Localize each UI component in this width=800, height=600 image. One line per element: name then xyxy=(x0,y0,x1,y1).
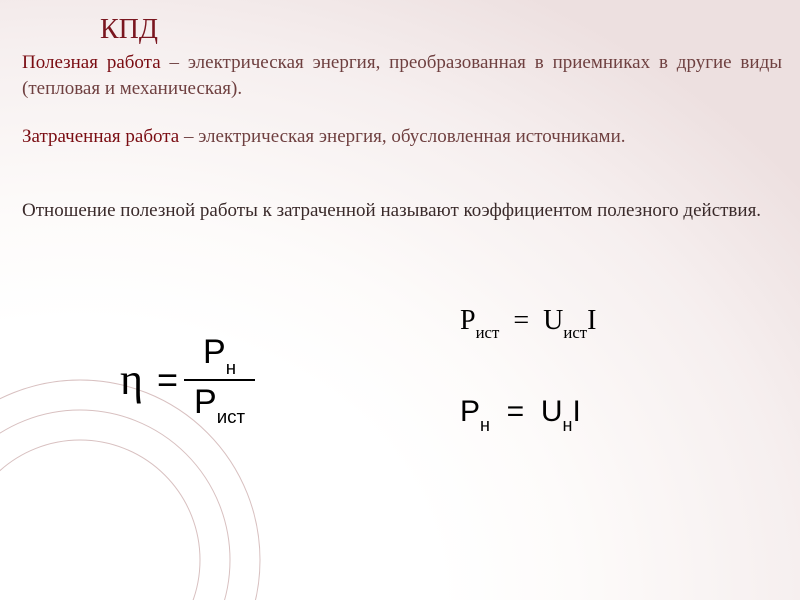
symbol-U-ist: U xyxy=(543,305,563,336)
symbol-P-num: P xyxy=(203,333,226,371)
subscript-ist-den: ист xyxy=(217,406,245,427)
symbol-I-2: I xyxy=(572,395,580,428)
term-spent-work: Затраченная работа xyxy=(22,126,179,147)
symbol-U-n: U xyxy=(541,395,563,428)
symbol-P-ist: P xyxy=(460,305,476,336)
subscript-n-2: н xyxy=(563,415,573,435)
formula-p-ist: Pист = UистI xyxy=(460,305,596,341)
paragraph-useful-work: Полезная работа – электрическая энергия,… xyxy=(22,50,782,101)
paragraph-spent-work: Затраченная работа – электрическая энерг… xyxy=(22,124,782,150)
slide: КПД Полезная работа – электрическая энер… xyxy=(0,0,800,600)
slide-title: КПД xyxy=(100,14,158,46)
paragraph-definition: Отношение полезной работы к затраченной … xyxy=(22,198,762,224)
subscript-n-1: н xyxy=(480,415,490,435)
subscript-n-num: н xyxy=(226,357,236,378)
term-useful-work: Полезная работа xyxy=(22,52,161,73)
fraction-bar xyxy=(184,379,255,381)
formula-area: η = Pн Pист Pист = UистI Pн = UнI xyxy=(0,295,800,575)
symbol-eq-1: = xyxy=(513,305,529,336)
fraction-numerator: Pн xyxy=(193,335,246,375)
subscript-ist-1: ист xyxy=(476,323,500,342)
symbol-eq-2: = xyxy=(507,395,525,428)
fraction-denominator: Pист xyxy=(184,385,255,425)
formula-eta: η = Pн Pист xyxy=(120,335,255,424)
symbol-equals: = xyxy=(157,359,178,401)
formula-p-n: Pн = UнI xyxy=(460,395,581,433)
subscript-ist-2: ист xyxy=(563,323,587,342)
fraction: Pн Pист xyxy=(184,335,255,424)
symbol-P-n: P xyxy=(460,395,480,428)
symbol-I-1: I xyxy=(587,305,596,336)
text-spent-work: – электрическая энергия, обусловленная и… xyxy=(179,126,625,147)
symbol-eta: η xyxy=(120,354,143,405)
symbol-P-den: P xyxy=(194,383,217,421)
